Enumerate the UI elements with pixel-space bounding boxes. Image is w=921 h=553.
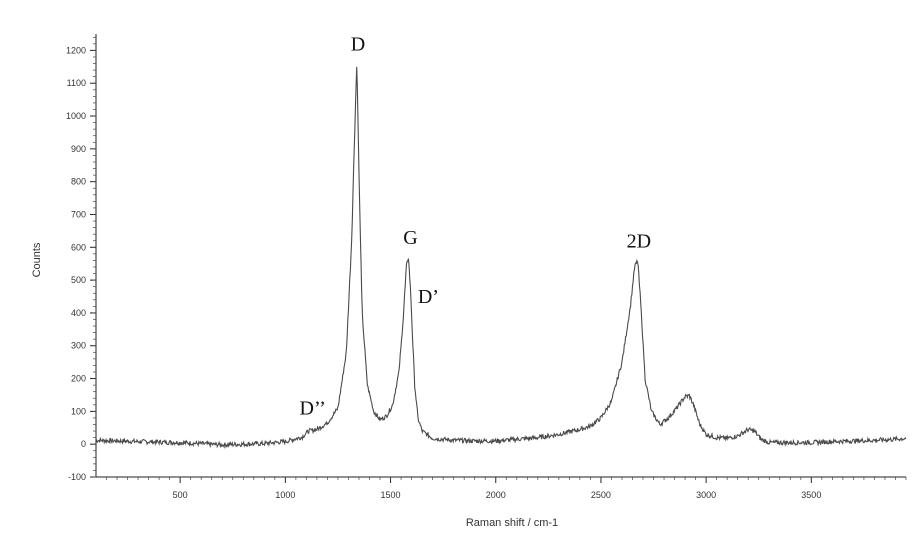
x-axis-title: Raman shift / cm-1: [466, 517, 558, 529]
x-tick-label: 1000: [275, 490, 295, 500]
y-tick-label: 500: [71, 275, 86, 285]
x-tick-label: 2500: [591, 490, 611, 500]
peak-label: 2D: [627, 230, 651, 252]
y-tick-label: 1100: [67, 78, 86, 88]
x-tick-label: 1500: [381, 490, 401, 500]
y-tick-label: 1000: [66, 111, 86, 121]
spectrum-line: [95, 66, 907, 449]
y-tick-label: 1200: [66, 45, 86, 55]
x-ticks: 500 1000 1500 2000 2500 3000 3500: [106, 477, 907, 500]
y-ticks: -100 0 100 200 300 400 500 600 700 800 900 1000 1100…: [66, 36, 96, 482]
peak-label: G: [403, 227, 417, 249]
y-tick-label: 200: [71, 374, 86, 384]
peak-label: D’: [418, 286, 439, 308]
y-tick-label: 600: [71, 242, 86, 252]
y-tick-label: 100: [71, 406, 86, 416]
x-tick-label: 500: [173, 490, 188, 500]
y-axis-title: Counts: [31, 242, 43, 277]
y-tick-label: 700: [71, 209, 86, 219]
y-tick-label: 800: [71, 177, 86, 187]
x-tick-label: 3000: [696, 490, 716, 500]
peak-label: D’’: [300, 398, 326, 420]
peak-annotations: D G D’ 2D D’’: [300, 33, 651, 419]
y-tick-label: -100: [68, 472, 86, 482]
peak-label: D: [351, 33, 365, 55]
x-tick-label: 2000: [486, 490, 506, 500]
y-tick-label: 300: [71, 341, 86, 351]
y-tick-label: 900: [71, 144, 86, 154]
y-tick-label: 400: [71, 308, 86, 318]
axes: [95, 34, 906, 478]
y-tick-label: 0: [81, 439, 86, 449]
x-tick-label: 3500: [801, 490, 821, 500]
